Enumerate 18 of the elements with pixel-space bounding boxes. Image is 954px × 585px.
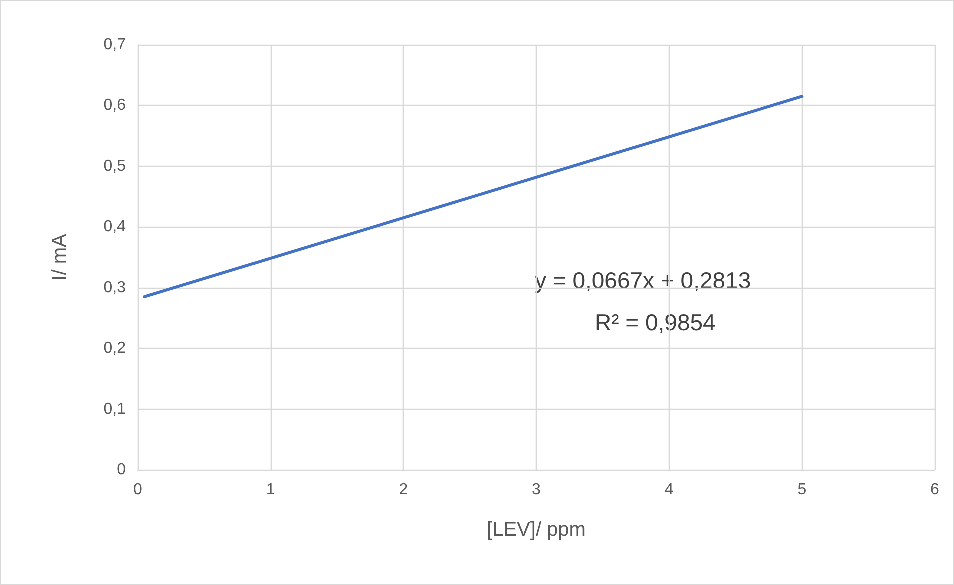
x-tick-label: 4 bbox=[664, 482, 674, 498]
x-tick-label: 0 bbox=[134, 482, 143, 498]
y-tick-label: 0,6 bbox=[104, 97, 126, 114]
y-tick-label: 0,2 bbox=[104, 340, 126, 358]
y-tick-label: 0 bbox=[117, 462, 126, 478]
y-tick-label: 0,1 bbox=[104, 400, 126, 418]
y-tick-label: 0,3 bbox=[104, 279, 126, 296]
y-tick-label: 0,4 bbox=[104, 218, 126, 236]
x-tick-label: 6 bbox=[930, 482, 940, 498]
y-axis-title: I/ mA bbox=[49, 234, 71, 281]
y-tick-label: 0,7 bbox=[104, 36, 126, 54]
x-tick-label: 2 bbox=[399, 482, 408, 498]
annotation: R² = 0,9854 bbox=[595, 310, 716, 336]
y-tick-label: 0,5 bbox=[104, 158, 126, 175]
x-tick-label: 1 bbox=[266, 482, 276, 498]
x-axis-title: [LEV]/ ppm bbox=[487, 519, 586, 541]
x-tick-label: 3 bbox=[532, 482, 542, 498]
x-tick-label: 5 bbox=[798, 482, 807, 498]
